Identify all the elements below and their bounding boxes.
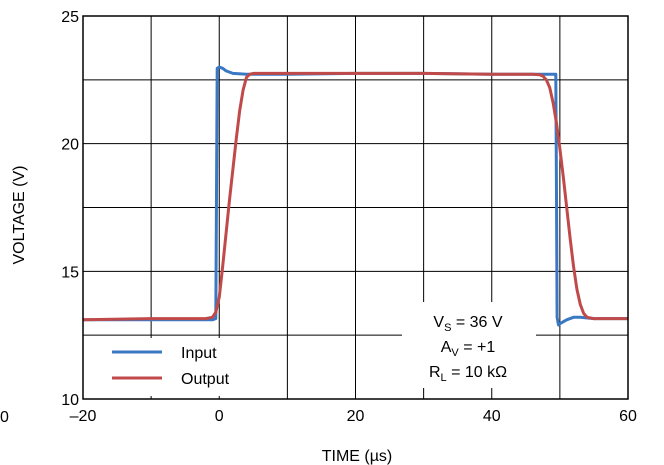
series-line-output [82,71,628,322]
annotation-background [402,302,536,388]
y-tick-label: 20 [61,137,79,154]
grid [82,15,629,400]
tick-labels: –20 0 20 40 60 10 15 20 25 [61,9,637,425]
y-axis-title: VOLTAGE (V) [11,166,28,265]
x-tick-label: 20 [347,408,365,425]
stray-axis-label: 0 [0,409,9,426]
y-tick-label: 25 [61,9,79,26]
legend-label-input: Input [181,345,217,362]
x-tick-label: –20 [70,408,97,425]
x-tick-label: 60 [619,408,637,425]
annotation-supply-voltage: VS = 36 V [433,314,502,334]
legend-label-output: Output [181,371,230,388]
annotation-gain: AV = +1 [441,339,496,359]
legend-background [104,338,254,396]
annotation-load: RL = 10 kΩ [429,364,507,384]
series-layer [82,65,628,327]
y-tick-label: 10 [61,392,79,409]
plot-frame [82,15,629,400]
conditions-annotation: VS = 36 V AV = +1 RL = 10 kΩ [402,302,536,388]
legend: Input Output [104,338,254,396]
x-axis-title: TIME (µs) [322,448,393,465]
x-tick-label: 0 [215,408,224,425]
y-tick-label: 15 [61,264,79,281]
x-tick-label: 40 [483,408,501,425]
